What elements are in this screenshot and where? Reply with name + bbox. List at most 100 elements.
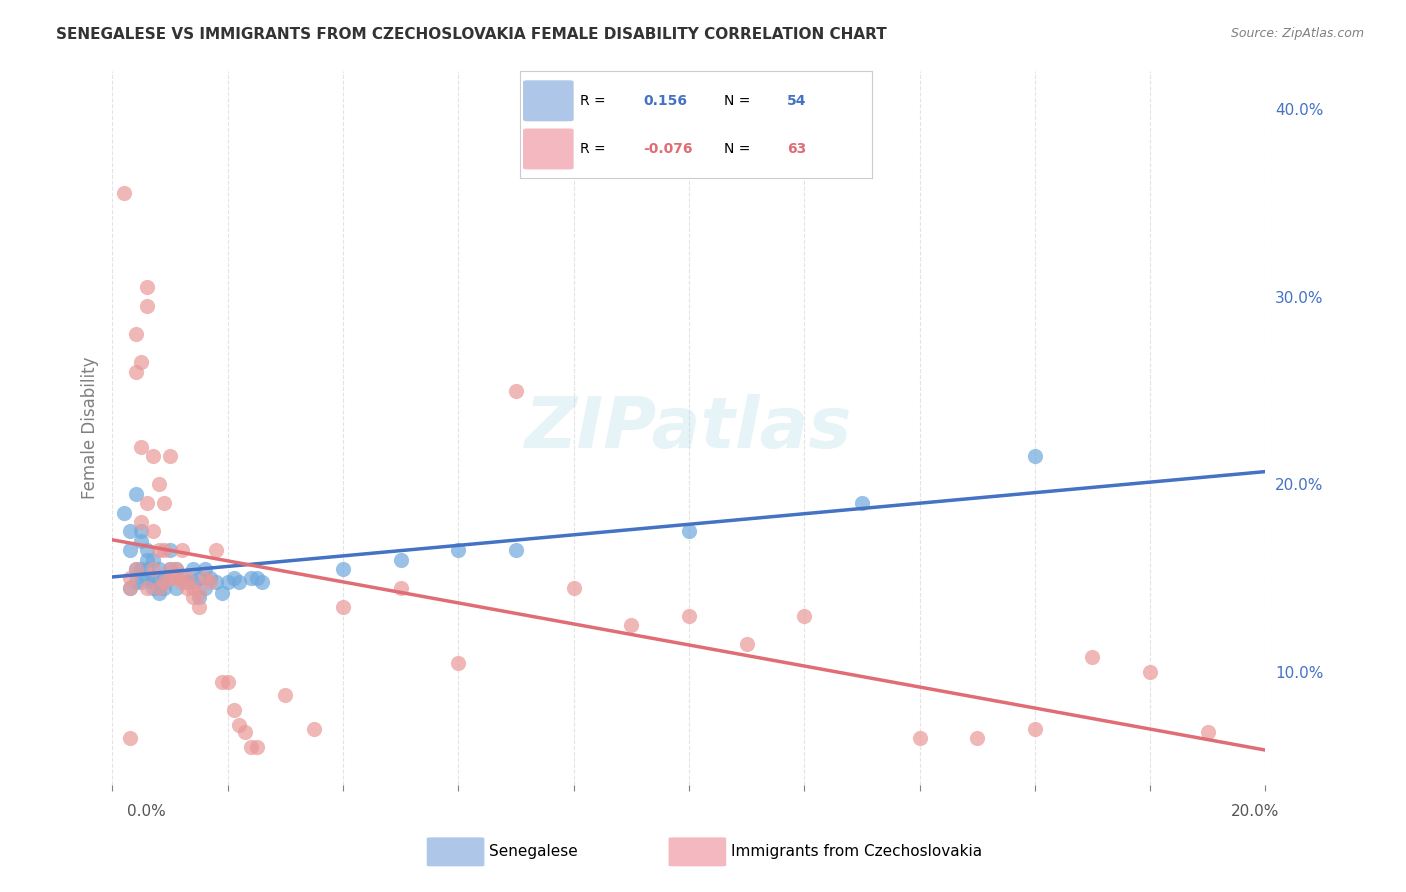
Immigrants from Czechoslovakia [112,186,135,201]
Senegalese [165,581,187,595]
Immigrants from Czechoslovakia [124,365,146,379]
Text: R =: R = [581,95,606,108]
Immigrants from Czechoslovakia [332,599,354,614]
Immigrants from Czechoslovakia [194,571,217,585]
Immigrants from Czechoslovakia [118,731,141,745]
Immigrants from Czechoslovakia [136,299,159,313]
Senegalese [181,562,204,576]
Immigrants from Czechoslovakia [136,280,159,294]
Senegalese [252,575,274,590]
FancyBboxPatch shape [524,129,574,169]
Senegalese [211,586,233,600]
Senegalese [129,562,153,576]
Immigrants from Czechoslovakia [165,571,187,585]
Senegalese [332,562,354,576]
Immigrants from Czechoslovakia [148,477,170,491]
Senegalese [124,562,146,576]
Senegalese [222,571,245,585]
Senegalese [142,581,165,595]
Senegalese [118,581,141,595]
Senegalese [239,571,262,585]
Senegalese [228,575,250,590]
Text: SENEGALESE VS IMMIGRANTS FROM CZECHOSLOVAKIA FEMALE DISABILITY CORRELATION CHART: SENEGALESE VS IMMIGRANTS FROM CZECHOSLOV… [56,27,887,42]
Text: 0.0%: 0.0% [127,805,166,819]
Text: Immigrants from Czechoslovakia: Immigrants from Czechoslovakia [731,845,983,859]
Senegalese [118,543,141,558]
Senegalese [153,571,176,585]
Immigrants from Czechoslovakia [1081,650,1104,665]
FancyBboxPatch shape [427,838,484,865]
Immigrants from Czechoslovakia [142,450,165,464]
Immigrants from Czechoslovakia [118,571,141,585]
Immigrants from Czechoslovakia [447,656,470,670]
Immigrants from Czechoslovakia [188,599,211,614]
Immigrants from Czechoslovakia [966,731,988,745]
Immigrants from Czechoslovakia [505,384,527,398]
Senegalese [205,575,228,590]
Immigrants from Czechoslovakia [136,581,159,595]
Immigrants from Czechoslovakia [562,581,585,595]
Senegalese [159,571,181,585]
Senegalese [136,562,159,576]
Immigrants from Czechoslovakia [793,609,815,624]
Senegalese [148,581,170,595]
Immigrants from Czechoslovakia [211,674,233,689]
Immigrants from Czechoslovakia [389,581,412,595]
Immigrants from Czechoslovakia [620,618,643,632]
Immigrants from Czechoslovakia [274,688,297,702]
Immigrants from Czechoslovakia [165,562,187,576]
Senegalese [188,571,211,585]
Senegalese [124,575,146,590]
Text: ZIPatlas: ZIPatlas [526,393,852,463]
Y-axis label: Female Disability: Female Disability [80,357,98,500]
Immigrants from Czechoslovakia [148,581,170,595]
Immigrants from Czechoslovakia [176,581,198,595]
Immigrants from Czechoslovakia [1139,665,1161,680]
Text: 54: 54 [787,95,807,108]
Immigrants from Czechoslovakia [304,722,326,736]
Immigrants from Czechoslovakia [678,609,700,624]
Immigrants from Czechoslovakia [153,543,176,558]
Immigrants from Czechoslovakia [205,543,228,558]
Immigrants from Czechoslovakia [129,440,153,454]
Senegalese [153,581,176,595]
Immigrants from Czechoslovakia [142,562,165,576]
Senegalese [194,581,217,595]
Immigrants from Czechoslovakia [170,575,193,590]
Senegalese [136,571,159,585]
Text: N =: N = [724,95,751,108]
Senegalese [851,496,873,510]
Senegalese [170,571,193,585]
Senegalese [194,562,217,576]
Senegalese [136,543,159,558]
Senegalese [118,524,141,539]
Senegalese [142,552,165,566]
Immigrants from Czechoslovakia [1197,725,1219,739]
Senegalese [112,506,135,520]
Text: 63: 63 [787,143,807,156]
Senegalese [245,571,267,585]
Text: 20.0%: 20.0% [1232,805,1279,819]
Senegalese [188,590,211,604]
Senegalese [217,575,239,590]
Senegalese [136,552,159,566]
Text: 0.156: 0.156 [644,95,688,108]
Senegalese [181,575,204,590]
Immigrants from Czechoslovakia [217,674,239,689]
Immigrants from Czechoslovakia [159,571,181,585]
Senegalese [142,575,165,590]
Immigrants from Czechoslovakia [142,524,165,539]
Immigrants from Czechoslovakia [148,543,170,558]
Senegalese [505,543,527,558]
Senegalese [129,533,153,548]
Text: -0.076: -0.076 [644,143,693,156]
Immigrants from Czechoslovakia [129,355,153,369]
Immigrants from Czechoslovakia [124,562,146,576]
Immigrants from Czechoslovakia [245,740,267,755]
Immigrants from Czechoslovakia [222,703,245,717]
Senegalese [142,571,165,585]
Immigrants from Czechoslovakia [239,740,262,755]
Immigrants from Czechoslovakia [233,725,256,739]
Immigrants from Czechoslovakia [181,590,204,604]
Text: N =: N = [724,143,751,156]
